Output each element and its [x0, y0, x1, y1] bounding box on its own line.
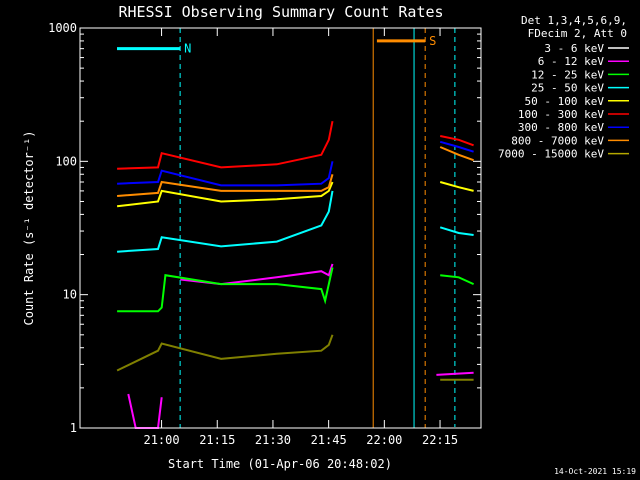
x-axis-label: Start Time (01-Apr-06 20:48:02) [168, 457, 392, 471]
series-4-segment-1 [439, 181, 474, 192]
legend-label-5: 100 - 300 keV [518, 108, 604, 121]
series-0-segment-0 [117, 347, 334, 429]
legend-label-3: 25 - 50 keV [531, 82, 604, 95]
x-tick-label-5: 22:15 [422, 433, 458, 447]
x-tick-label-1: 21:15 [199, 433, 235, 447]
x-tick-label-3: 21:45 [311, 433, 347, 447]
legend-label-2: 12 - 25 keV [531, 68, 604, 81]
x-tick-label-4: 22:00 [366, 433, 402, 447]
series-1-segment-0 [127, 393, 163, 429]
y-tick-label-1: 10 [63, 288, 77, 302]
legend: Det 1,3,4,5,6,9,FDecim 2, Att 0 3 - 6 keV… [498, 14, 629, 161]
series-7-segment-0 [117, 174, 334, 197]
series-8-segment-0 [116, 334, 334, 372]
legend-label-6: 300 - 800 keV [518, 121, 604, 134]
axis-ticks: 21:00 21:15 21:30 21:45 22:00 22:15 1 10 100 1000 [48, 21, 481, 447]
flag-label-0: N [184, 42, 191, 56]
series-1-segment-2 [436, 371, 474, 376]
series-7-segment-1 [439, 146, 474, 162]
series-2-segment-0 [117, 267, 334, 313]
series-3-segment-1 [439, 226, 474, 236]
plot-frame [79, 27, 482, 429]
y-tick-label-3: 1000 [48, 21, 77, 35]
legend-label-1: 6 - 12 keV [538, 55, 605, 68]
legend-label-8: 7000 - 15000 keV [498, 148, 604, 161]
x-tick-label-0: 21:00 [143, 433, 179, 447]
legend-header-1: FDecim 2, Att 0 [528, 27, 627, 40]
series-2-segment-1 [440, 274, 475, 286]
series-4-segment-0 [116, 181, 334, 208]
series-5-segment-1 [439, 135, 474, 147]
series-6-segment-0 [117, 161, 334, 187]
legend-header-0: Det 1,3,4,5,6,9, [521, 14, 627, 27]
y-axis-label: Count Rate (s⁻¹ detector⁻¹) [22, 130, 36, 325]
legend-label-4: 50 - 100 keV [525, 95, 605, 108]
y-tick-label-0: 1 [70, 421, 77, 435]
legend-label-7: 800 - 7000 keV [511, 134, 604, 147]
series-3-segment-0 [117, 190, 334, 253]
flag-label-1: S [429, 34, 436, 48]
timestamp: 14-Oct-2021 15:19 [554, 467, 636, 476]
x-tick-label-2: 21:30 [255, 433, 291, 447]
y-tick-label-2: 100 [55, 154, 77, 168]
chart-title: RHESSI Observing Summary Count Rates [118, 3, 443, 21]
series-6-segment-1 [439, 140, 474, 153]
legend-label-0: 3 - 6 keV [544, 42, 604, 55]
plot-area: NS [116, 28, 475, 429]
series-5-segment-0 [117, 121, 334, 170]
